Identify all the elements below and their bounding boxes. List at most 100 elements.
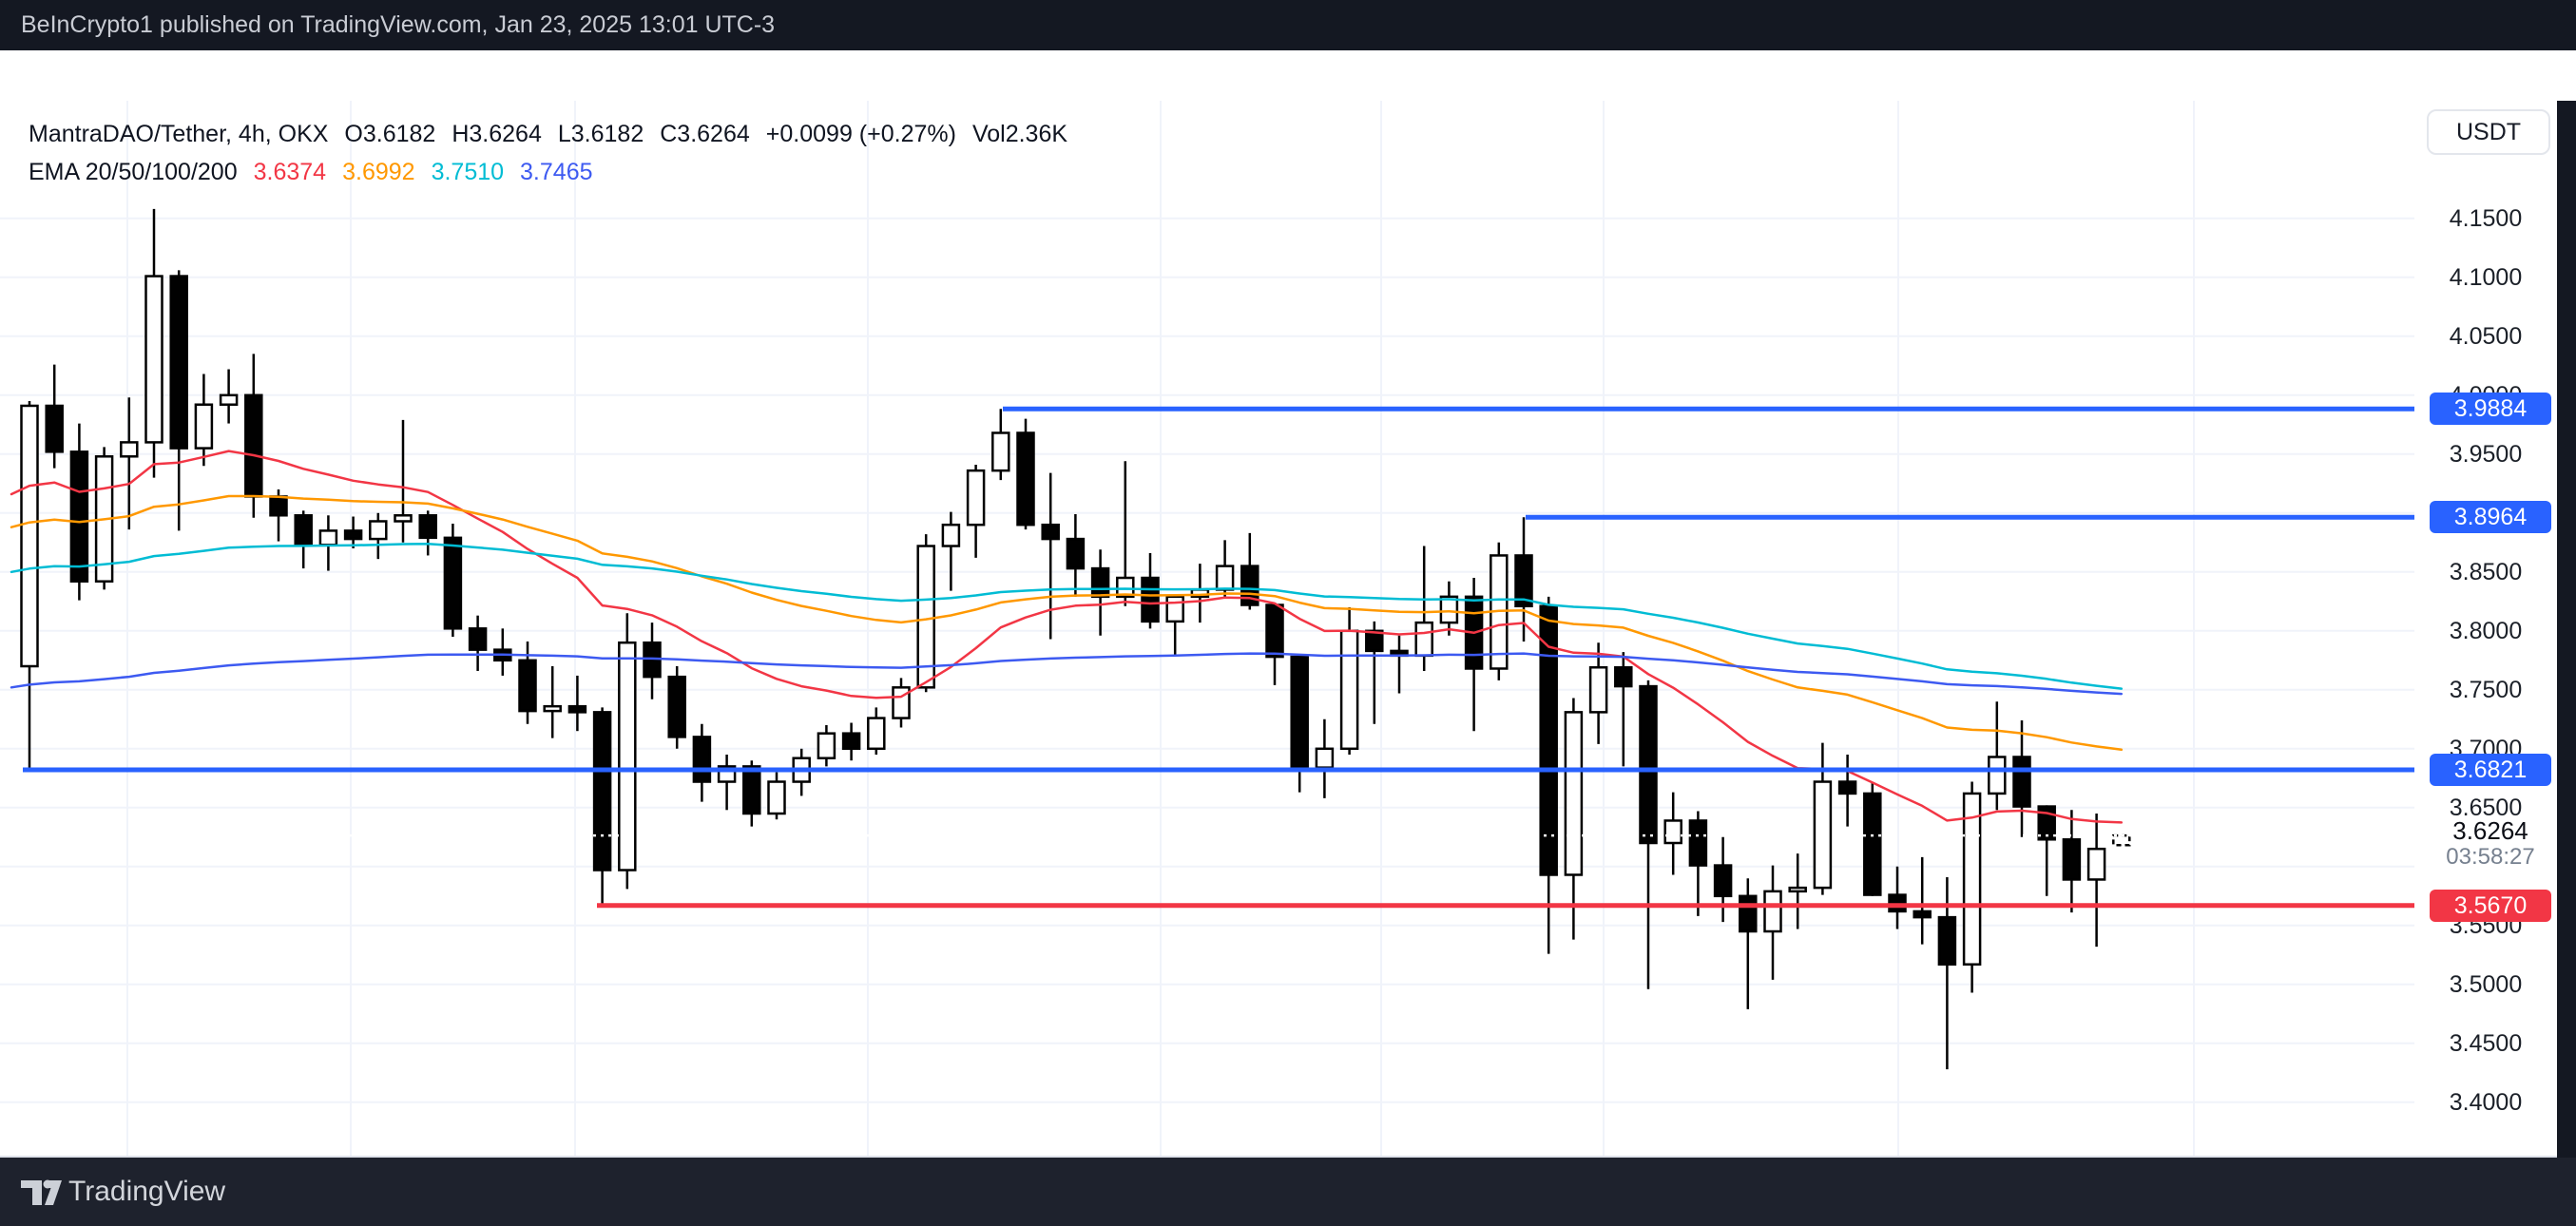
price-tick-label: 3.5000 bbox=[2449, 970, 2523, 998]
candle-up bbox=[867, 717, 886, 751]
current-price-label: 3.6264 03:58:27 bbox=[2428, 816, 2553, 871]
price-level-pill: 3.5670 bbox=[2430, 889, 2551, 922]
price-tick-label: 4.0500 bbox=[2449, 322, 2523, 350]
candle-down bbox=[244, 393, 263, 498]
candle-up bbox=[1663, 819, 1682, 845]
candle-up bbox=[817, 732, 836, 759]
candle-up bbox=[1962, 792, 1982, 966]
ema-layer bbox=[10, 450, 2124, 824]
candle-up bbox=[1763, 890, 1782, 933]
legend-item: H3.6264 bbox=[452, 121, 542, 147]
candle-up bbox=[1315, 747, 1335, 769]
candles-layer bbox=[20, 208, 2131, 1070]
price-tick-label: 3.7500 bbox=[2449, 676, 2523, 703]
hlines-layer bbox=[23, 406, 2414, 909]
legend-item: C3.6264 bbox=[660, 121, 750, 147]
candle-down bbox=[742, 765, 761, 815]
ema-50-value: 3.6992 bbox=[342, 159, 415, 185]
candle-up bbox=[2086, 847, 2106, 881]
candle-down bbox=[269, 495, 288, 517]
candle-up bbox=[1339, 629, 1359, 751]
candle-up bbox=[194, 403, 214, 450]
tradingview-logo-icon[interactable] bbox=[19, 1178, 63, 1208]
candle-down bbox=[2062, 838, 2082, 881]
candle-up bbox=[1564, 711, 1584, 876]
candle-up bbox=[394, 514, 413, 523]
ema-100-value: 3.7510 bbox=[431, 159, 505, 185]
candle-down bbox=[1863, 792, 1882, 896]
ema-20-value: 3.6374 bbox=[253, 159, 327, 185]
candle-down bbox=[592, 711, 612, 872]
candle-down bbox=[1539, 604, 1558, 876]
candle-down bbox=[1739, 894, 1758, 933]
bar-countdown: 03:58:27 bbox=[2446, 844, 2535, 871]
candle-up bbox=[543, 704, 562, 713]
candle-down bbox=[468, 627, 488, 651]
price-tick-label: 4.1000 bbox=[2449, 263, 2523, 291]
candle-up bbox=[1439, 595, 1459, 624]
candle-down bbox=[1688, 819, 1708, 867]
candle-down bbox=[518, 659, 537, 713]
candle-down bbox=[841, 732, 861, 751]
candle-down bbox=[294, 514, 313, 546]
price-tick-label: 3.4500 bbox=[2449, 1029, 2523, 1057]
candle-up bbox=[2112, 833, 2131, 847]
price-axis[interactable]: 4.15004.10004.05004.00003.95003.85003.80… bbox=[2414, 101, 2557, 1156]
candle-down bbox=[443, 536, 463, 630]
ema-50-line bbox=[10, 494, 2124, 752]
tradingview-wordmark[interactable]: TradingView bbox=[68, 1176, 226, 1207]
price-tick-label: 3.4000 bbox=[2449, 1088, 2523, 1116]
legend-item: Vol2.36K bbox=[971, 121, 1068, 147]
candle-up bbox=[144, 275, 163, 444]
legend-ohlc-row: MantraDAO/Tether, 4h, OKX O3.6182 H3.6264 L… bbox=[29, 115, 1084, 153]
candle-down bbox=[2012, 756, 2031, 808]
candle-down bbox=[1141, 576, 1160, 623]
candle-down bbox=[1937, 915, 1957, 966]
ema-200-line bbox=[10, 652, 2124, 696]
candle-up bbox=[1215, 565, 1235, 591]
bottom-bar: TradingView bbox=[0, 1158, 2576, 1226]
candle-down bbox=[567, 704, 587, 714]
candle-up bbox=[1588, 665, 1608, 714]
price-level-pill: 3.9884 bbox=[2430, 393, 2551, 426]
legend-item: O3.6182 bbox=[344, 121, 436, 147]
candle-down bbox=[69, 450, 89, 583]
candle-up bbox=[120, 441, 139, 458]
candle-down bbox=[1913, 910, 1932, 919]
candle-up bbox=[219, 393, 239, 406]
candle-up bbox=[991, 431, 1010, 472]
candle-down bbox=[1265, 603, 1284, 659]
candle-down bbox=[418, 514, 437, 540]
candle-up bbox=[1116, 576, 1135, 599]
candle-up bbox=[369, 520, 388, 541]
candle-down bbox=[1290, 655, 1309, 769]
candle-down bbox=[1090, 566, 1110, 599]
candle-up bbox=[1165, 595, 1184, 623]
right-dark-strip bbox=[2557, 101, 2576, 1208]
candle-down bbox=[343, 529, 363, 541]
candle-down bbox=[1837, 780, 1857, 795]
currency-toggle-button[interactable]: USDT bbox=[2427, 109, 2550, 155]
candle-down bbox=[692, 736, 712, 783]
price-tick-label: 3.8000 bbox=[2449, 617, 2523, 644]
candlestick-plot[interactable] bbox=[0, 101, 2414, 1156]
chart-legend: MantraDAO/Tether, 4h, OKX O3.6182 H3.6264 L… bbox=[29, 115, 1084, 191]
candle-down bbox=[1639, 684, 1658, 845]
price-tick-label: 4.1500 bbox=[2449, 204, 2523, 232]
candle-up bbox=[1988, 756, 2007, 795]
candle-down bbox=[1041, 523, 1060, 541]
ema-200-value: 3.7465 bbox=[520, 159, 593, 185]
candle-up bbox=[1414, 621, 1433, 658]
candle-up bbox=[318, 529, 338, 546]
legend-item: MantraDAO/Tether, 4h, OKX bbox=[29, 121, 329, 147]
ema-legend-label: EMA 20/50/100/200 bbox=[29, 159, 238, 185]
price-level-pill: 3.8964 bbox=[2430, 501, 2551, 534]
candle-up bbox=[1788, 886, 1807, 893]
candle-up bbox=[767, 780, 786, 815]
ema-100-line bbox=[10, 543, 2124, 690]
candle-down bbox=[1365, 629, 1384, 653]
price-level-pill: 3.6821 bbox=[2430, 754, 2551, 786]
time-axis-separator bbox=[0, 1156, 2557, 1158]
top-bar: BeInCrypto1 published on TradingView.com… bbox=[0, 0, 2576, 50]
current-price-value: 3.6264 bbox=[2452, 816, 2528, 846]
